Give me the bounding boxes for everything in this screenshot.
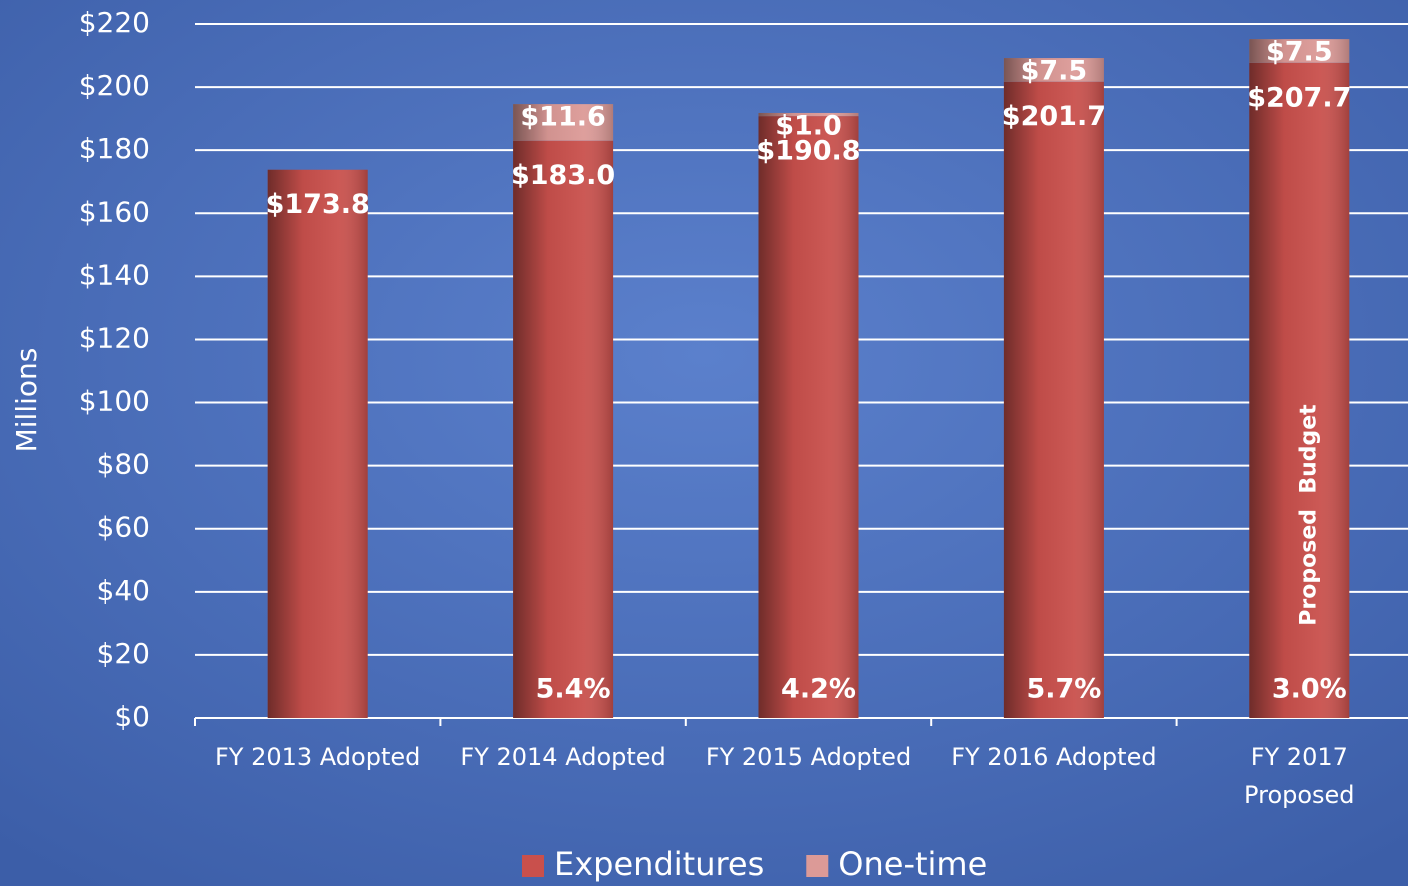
annotation: Proposed Budget [1296,404,1321,626]
y-tick-label: $0 [114,700,150,733]
growth-label: 5.4% [536,674,611,705]
growth-label: 4.2% [781,674,856,705]
bar-shade [267,169,368,719]
data-label: $11.6 [520,102,605,133]
bar-shade [1003,81,1104,719]
y-tick-label: $60 [97,511,150,544]
y-tick-label: $180 [79,132,150,165]
bar-shade [1249,62,1350,719]
data-label: $173.8 [266,189,370,220]
bar-shade [513,140,614,718]
x-tick-label: FY 2017 Proposed [1244,743,1355,809]
y-tick-label: $80 [97,448,150,481]
x-tick-label: FY 2016 Adopted [951,743,1157,771]
legend-label: One-time [838,845,987,883]
bar-shade [758,112,859,117]
y-tick-label: $100 [79,385,150,418]
legend-label: Expenditures [554,845,764,883]
y-tick-label: $160 [79,195,150,228]
data-label: $1.0 [775,110,842,141]
bar-shade [513,104,614,141]
data-label: $201.7 [1002,101,1106,132]
data-label: $183.0 [511,160,615,191]
x-tick-label: FY 2013 Adopted [215,743,421,771]
bar-shade [758,116,859,718]
data-label: $7.5 [1266,37,1333,68]
y-tick-label: $20 [97,637,150,670]
x-tick-label: FY 2015 Adopted [705,743,912,771]
bar-shade [1249,39,1350,63]
y-axis-label: Millions [10,348,43,453]
y-tick-label: $140 [79,258,150,291]
y-tick-label: $120 [79,321,150,354]
legend-swatch [806,855,829,877]
data-label: $7.5 [1021,56,1088,87]
bar-shade [1003,58,1104,82]
data-label: $207.7 [1247,82,1351,113]
growth-label: 3.0% [1272,674,1347,705]
data-label: $190.8 [756,136,860,167]
y-tick-label: $200 [79,69,150,102]
growth-label: 5.7% [1026,674,1101,705]
x-tick-label: FY 2014 Adopted [460,743,666,771]
y-tick-label: $220 [79,6,150,39]
y-tick-label: $40 [97,574,150,607]
legend-swatch [522,855,544,877]
